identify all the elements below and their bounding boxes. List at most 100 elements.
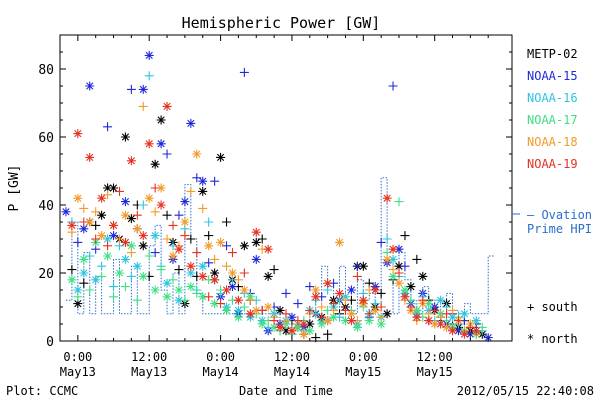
north-point <box>186 261 196 271</box>
south-point <box>126 271 136 281</box>
north-point <box>61 207 71 217</box>
x-tick-date-label: May13 <box>131 365 167 379</box>
south-point <box>216 299 226 309</box>
y-axis-label: P [GW] <box>7 165 22 212</box>
north-point <box>430 319 440 329</box>
south-point <box>352 261 362 271</box>
south-point <box>233 275 243 285</box>
south-point <box>174 265 184 275</box>
north-point <box>162 292 172 302</box>
south-point <box>150 248 160 258</box>
south-point <box>448 305 458 315</box>
north-point <box>388 244 398 254</box>
south-point <box>317 302 327 312</box>
north-point <box>138 84 148 94</box>
south-point <box>317 312 327 322</box>
north-marker-legend: * north <box>527 332 578 346</box>
south-point <box>85 285 95 295</box>
south-point <box>114 186 124 196</box>
south-point <box>91 207 101 217</box>
south-point <box>162 234 172 244</box>
south-point <box>138 101 148 111</box>
north-point <box>263 244 273 254</box>
south-point <box>174 210 184 220</box>
south-point <box>210 176 220 186</box>
north-point <box>424 316 434 326</box>
north-point <box>233 305 243 315</box>
south-point <box>79 203 89 213</box>
north-point <box>465 329 475 339</box>
north-point <box>233 295 243 305</box>
south-point <box>67 265 77 275</box>
south-point <box>103 122 113 132</box>
south-point <box>227 248 237 258</box>
north-point <box>251 227 261 237</box>
north-point <box>239 285 249 295</box>
y-tick-label: 80 <box>38 63 54 78</box>
north-point <box>436 295 446 305</box>
south-point <box>394 268 404 278</box>
north-point <box>156 139 166 149</box>
south-point <box>144 251 154 261</box>
y-tick-label: 20 <box>38 267 54 282</box>
south-point <box>144 71 154 81</box>
south-point <box>412 254 422 264</box>
north-point <box>210 299 220 309</box>
north-point <box>210 268 220 278</box>
north-point <box>412 305 422 315</box>
north-point <box>73 129 83 139</box>
north-point <box>281 326 291 336</box>
north-point <box>192 149 202 159</box>
north-point <box>412 312 422 322</box>
north-point <box>257 319 267 329</box>
north-point <box>174 285 184 295</box>
x-tick-time-label: 12:00 <box>417 350 453 364</box>
north-point <box>144 139 154 149</box>
south-point <box>79 278 89 288</box>
north-point <box>269 322 279 332</box>
south-point <box>305 305 315 315</box>
south-point <box>323 329 333 339</box>
south-point <box>198 203 208 213</box>
north-point <box>483 333 493 343</box>
south-point <box>204 217 214 227</box>
south-point <box>222 261 232 271</box>
south-point <box>150 183 160 193</box>
legend-noaa-17: NOAA-17 <box>527 113 578 127</box>
north-point <box>222 285 232 295</box>
north-point <box>198 261 208 271</box>
south-point <box>311 333 321 343</box>
north-point <box>210 275 220 285</box>
north-point <box>120 254 130 264</box>
north-point <box>144 50 154 60</box>
north-point <box>346 316 356 326</box>
north-point <box>370 285 380 295</box>
north-point <box>370 305 380 315</box>
north-point <box>287 312 297 322</box>
x-tick-time-label: 12:00 <box>274 350 310 364</box>
north-point <box>156 115 166 125</box>
north-point <box>323 316 333 326</box>
south-point <box>352 271 362 281</box>
north-point <box>150 231 160 241</box>
series-noaa-15 <box>61 50 493 343</box>
north-point <box>335 288 345 298</box>
north-point <box>394 278 404 288</box>
north-point <box>174 244 184 254</box>
north-point <box>103 183 113 193</box>
south-point <box>103 241 113 251</box>
north-point <box>79 254 89 264</box>
footer-timestamp: 2012/05/15 22:40:08 <box>457 384 594 398</box>
south-point <box>132 295 142 305</box>
south-point <box>406 302 416 312</box>
legend-noaa-15: NOAA-15 <box>527 69 578 83</box>
north-point <box>138 231 148 241</box>
south-point <box>376 302 386 312</box>
north-point <box>376 319 386 329</box>
north-point <box>120 197 130 207</box>
north-point <box>186 268 196 278</box>
north-point <box>114 268 124 278</box>
south-point <box>126 248 136 258</box>
north-point <box>346 285 356 295</box>
north-point <box>323 278 333 288</box>
